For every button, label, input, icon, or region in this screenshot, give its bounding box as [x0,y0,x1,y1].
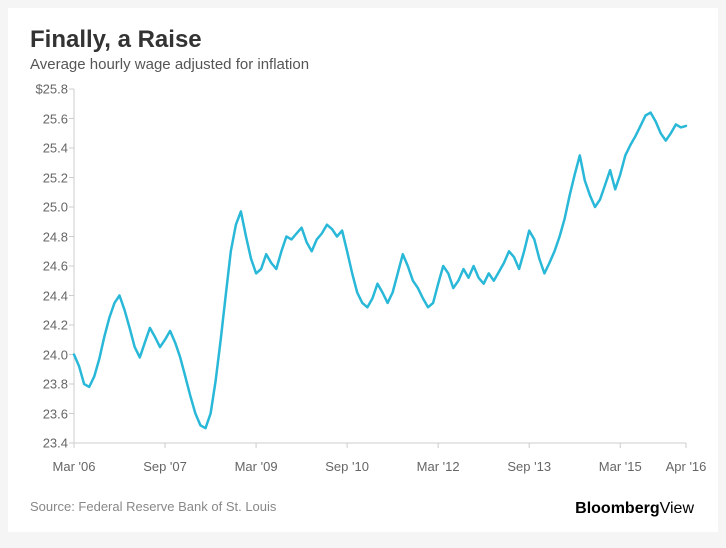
chart-container: Finally, a Raise Average hourly wage adj… [8,8,718,532]
x-tick-label: Sep '07 [143,459,187,474]
y-tick-label: 24.2 [43,318,68,333]
y-tick-label: 25.2 [43,170,68,185]
y-tick-label: 23.8 [43,377,68,392]
source-text: Source: Federal Reserve Bank of St. Loui… [30,499,276,514]
x-tick-label: Mar '06 [53,459,96,474]
plot-area: 23.4 23.6 23.8 24.0 24.2 24.4 24.6 24.8 25.0 25.2… [30,83,690,453]
x-tick-label: Sep '13 [507,459,551,474]
y-tick-label: 24.0 [43,347,68,362]
y-tick-label: 24.8 [43,229,68,244]
brand-light: View [660,500,694,517]
chart-svg [30,83,690,455]
y-tick-label: 23.6 [43,406,68,421]
x-tick-label: Mar '15 [599,459,642,474]
chart-title: Finally, a Raise [30,26,696,54]
y-tick-label: 24.6 [43,259,68,274]
y-tick-label: 24.4 [43,288,68,303]
x-tick-label: Mar '09 [235,459,278,474]
x-tick-label: Apr '16 [666,459,707,474]
x-tick-label: Sep '10 [325,459,369,474]
y-tick-label: 25.0 [43,200,68,215]
brand-bold: Bloomberg [575,500,659,517]
y-tick-label: $25.8 [35,82,68,97]
chart-subtitle: Average hourly wage adjusted for inflati… [30,56,696,73]
y-tick-label: 23.4 [43,436,68,451]
y-tick-label: 25.6 [43,111,68,126]
y-tick-label: 25.4 [43,141,68,156]
brand-logo: BloombergView [575,500,694,518]
x-tick-label: Mar '12 [417,459,460,474]
